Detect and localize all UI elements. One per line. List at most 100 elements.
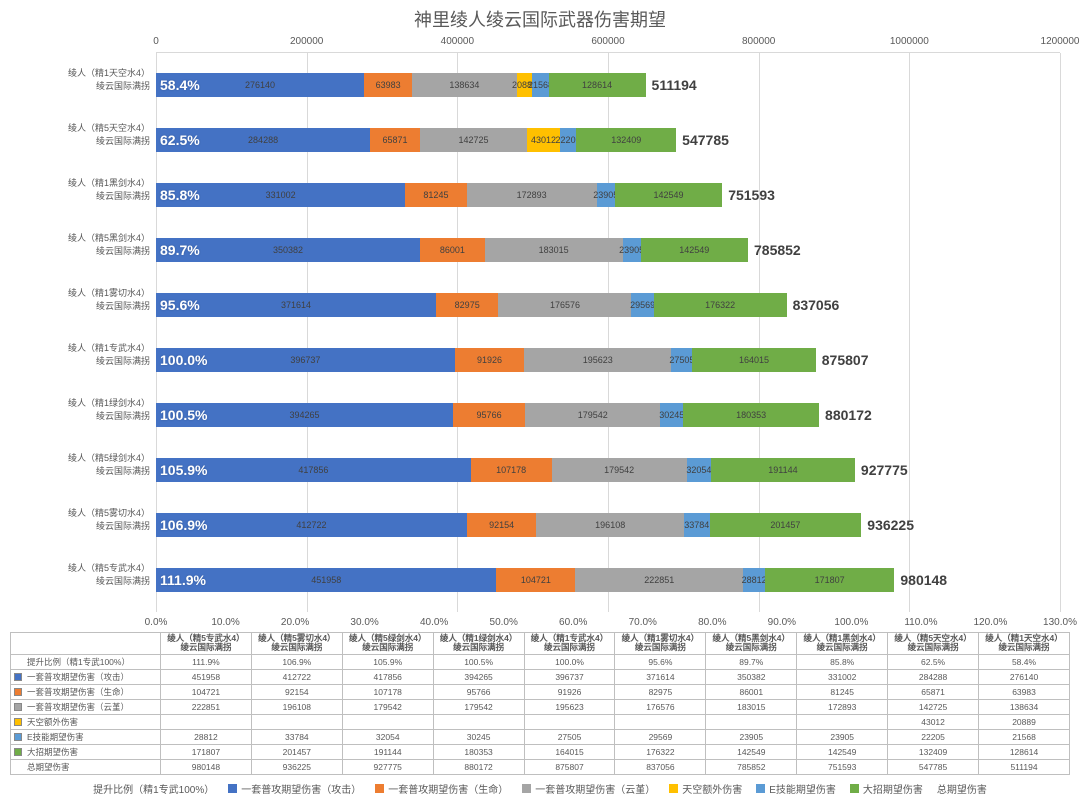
bar-segment: 196108: [536, 513, 684, 537]
table-cell: 936225: [251, 759, 342, 774]
bar-segment: 82975: [436, 293, 499, 317]
table-row: E技能期望伤害288123378432054302452750529569239…: [11, 729, 1070, 744]
table-cell: 86001: [706, 684, 797, 699]
pct-label: 100.5%: [160, 407, 207, 423]
table-cell: 196108: [251, 699, 342, 714]
bar-segment: 21568: [532, 73, 548, 97]
table-cell: 32054: [342, 729, 433, 744]
y-label-primary: 绫人（精5天空水4）: [10, 121, 156, 134]
bar-segment: 172893: [467, 183, 597, 207]
bar-segment: 176322: [654, 293, 787, 317]
legend: 提升比例（精1专武100%）一套普攻期望伤害（攻击）一套普攻期望伤害（生命）一套…: [10, 775, 1070, 796]
table-cell: 331002: [797, 669, 888, 684]
table-cell: [161, 714, 252, 729]
bar-segment: 179542: [525, 403, 660, 427]
table-row-label: 大招期望伤害: [11, 744, 161, 759]
table-cell: [433, 714, 524, 729]
y-label-secondary: 绫云国际满拐: [10, 79, 156, 92]
bar-segment: 164015: [692, 348, 816, 372]
bottom-axis-tick: 130.0%: [1043, 617, 1077, 628]
table-cell: 751593: [797, 759, 888, 774]
legend-item: 一套普攻期望伤害（攻击）: [228, 781, 361, 796]
table-cell: 85.8%: [797, 654, 888, 669]
table-row-label: 提升比例（精1专武100%）: [11, 654, 161, 669]
table-cell: 62.5%: [888, 654, 979, 669]
pct-label: 106.9%: [160, 517, 207, 533]
bar-segment: 451958: [156, 568, 496, 592]
y-label-primary: 绫人（精1专武水4）: [10, 341, 156, 354]
legend-item: 提升比例（精1专武100%）: [93, 781, 214, 796]
table-cell: 880172: [433, 759, 524, 774]
bar-segment: 107178: [471, 458, 552, 482]
bar-row: 绫人（精5天空水4）绫云国际满拐62.5%2842886587114272543…: [156, 128, 1060, 152]
table-cell: 183015: [706, 699, 797, 714]
bottom-axis-tick: 0.0%: [145, 617, 168, 628]
y-label-secondary: 绫云国际满拐: [10, 409, 156, 422]
table-cell: 142549: [706, 744, 797, 759]
bottom-axis-tick: 120.0%: [973, 617, 1007, 628]
top-axis-tick: 200000: [290, 36, 323, 47]
bar-segment: 81245: [405, 183, 466, 207]
table-cell: 837056: [615, 759, 706, 774]
table-cell: 104721: [161, 684, 252, 699]
y-label-secondary: 绫云国际满拐: [10, 519, 156, 532]
table-col-header: 绫人（精1绿剑水4）绫云国际满拐: [433, 633, 524, 655]
table-cell: 138634: [979, 699, 1070, 714]
bottom-axis-tick: 80.0%: [698, 617, 726, 628]
table-cell: 92154: [251, 684, 342, 699]
bar-segment: 142725: [420, 128, 528, 152]
table-col-header: 绫人（精5绿剑水4）绫云国际满拐: [342, 633, 433, 655]
bar-segment: 29569: [631, 293, 653, 317]
table-cell: 65871: [888, 684, 979, 699]
table-cell: 82975: [615, 684, 706, 699]
table-cell: 132409: [888, 744, 979, 759]
table-cell: [251, 714, 342, 729]
row-swatch-icon: [14, 733, 22, 741]
legend-swatch-icon: [522, 784, 531, 793]
y-label-secondary: 绫云国际满拐: [10, 574, 156, 587]
table-row-label: 天空额外伤害: [11, 714, 161, 729]
bar-segment: 195623: [524, 348, 671, 372]
total-label: 751593: [722, 187, 775, 203]
pct-label: 62.5%: [160, 132, 200, 148]
legend-label: 天空额外伤害: [682, 781, 742, 796]
legend-label: 一套普攻期望伤害（生命）: [388, 781, 508, 796]
y-label-primary: 绫人（精1天空水4）: [10, 66, 156, 79]
bar-segment: 183015: [485, 238, 623, 262]
table-row-label: 一套普攻期望伤害（生命）: [11, 684, 161, 699]
table-cell: 27505: [524, 729, 615, 744]
table-cell: 371614: [615, 669, 706, 684]
table-cell: 927775: [342, 759, 433, 774]
legend-item: 总期望伤害: [937, 781, 987, 796]
table-cell: 191144: [342, 744, 433, 759]
table-cell: 81245: [797, 684, 888, 699]
top-axis-tick: 600000: [591, 36, 624, 47]
bar-segment: 132409: [576, 128, 676, 152]
table-cell: 547785: [888, 759, 979, 774]
table-cell: 28812: [161, 729, 252, 744]
table-cell: [797, 714, 888, 729]
bar-segment: 95766: [453, 403, 525, 427]
bar-row: 绫人（精1雾切水4）绫云国际满拐95.6%3716148297517657629…: [156, 293, 1060, 317]
legend-label: 总期望伤害: [937, 781, 987, 796]
bar-segment: 86001: [420, 238, 485, 262]
y-label-secondary: 绫云国际满拐: [10, 464, 156, 477]
table-cell: 396737: [524, 669, 615, 684]
pct-label: 85.8%: [160, 187, 200, 203]
bar-segment: 91926: [455, 348, 524, 372]
y-label-secondary: 绫云国际满拐: [10, 244, 156, 257]
bar-segment: 28812: [743, 568, 765, 592]
bar-row: 绫人（精1黑剑水4）绫云国际满拐85.8%3310028124517289323…: [156, 183, 1060, 207]
table-row: 提升比例（精1专武100%）111.9%106.9%105.9%100.5%10…: [11, 654, 1070, 669]
plot-area: 绫人（精1天空水4）绫云国际满拐58.4%2761406398313863420…: [156, 52, 1060, 612]
bar-segment: 32054: [687, 458, 711, 482]
table-cell: 511194: [979, 759, 1070, 774]
table-cell: 105.9%: [342, 654, 433, 669]
legend-item: 天空额外伤害: [669, 781, 742, 796]
table-cell: 142725: [888, 699, 979, 714]
y-label-primary: 绫人（精1黑剑水4）: [10, 176, 156, 189]
y-label-secondary: 绫云国际满拐: [10, 354, 156, 367]
table-col-header: 绫人（精1黑剑水4）绫云国际满拐: [797, 633, 888, 655]
bar-segment: 222851: [575, 568, 743, 592]
table-cell: 785852: [706, 759, 797, 774]
